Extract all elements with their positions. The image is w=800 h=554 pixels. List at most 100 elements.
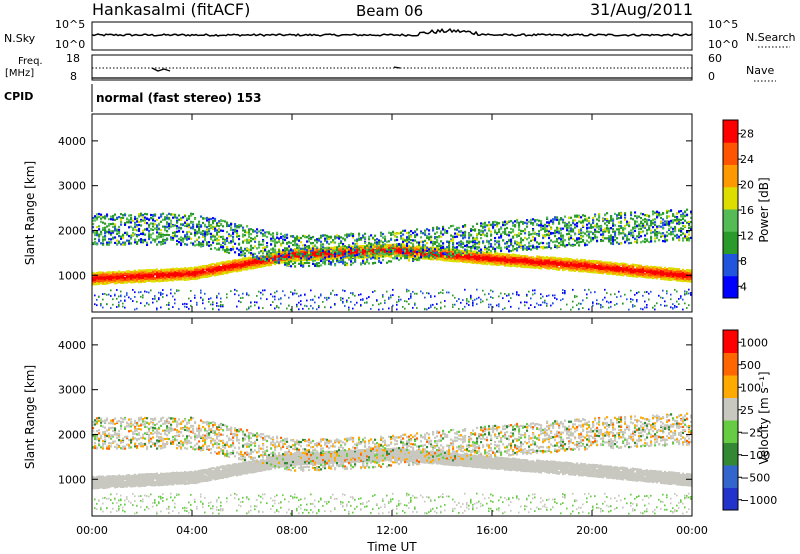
power-cell xyxy=(96,276,98,278)
power-cell xyxy=(150,289,152,291)
station-title: Hankasalmi (fitACF) xyxy=(92,0,250,19)
power-cell xyxy=(142,239,144,241)
power-cell xyxy=(248,236,250,238)
power-cell xyxy=(142,230,144,232)
power-cell xyxy=(328,253,330,255)
power-cell xyxy=(144,222,146,224)
power-cell xyxy=(332,255,334,257)
power-cell xyxy=(204,232,206,234)
power-cell xyxy=(244,248,246,250)
power-cell xyxy=(106,281,108,283)
power-cell xyxy=(268,260,270,262)
nave-tick-bottom: 0 xyxy=(708,70,715,83)
power-cell xyxy=(298,240,300,242)
power-cell xyxy=(198,271,200,273)
power-cell xyxy=(274,242,276,244)
power-cell xyxy=(186,275,188,277)
power-cell xyxy=(342,302,344,304)
power-cell xyxy=(184,243,186,245)
power-cell xyxy=(354,239,356,241)
power-cell xyxy=(356,302,358,304)
power-cell xyxy=(296,251,298,253)
power-cell xyxy=(194,218,196,220)
power-cell xyxy=(342,289,344,291)
power-cell xyxy=(96,304,98,306)
power-cell xyxy=(274,292,276,294)
power-cell xyxy=(134,229,136,231)
power-cell xyxy=(362,250,364,252)
power-cell xyxy=(320,260,322,262)
power-cell xyxy=(288,305,290,307)
power-cell xyxy=(160,307,162,309)
power-cell xyxy=(156,235,158,237)
power-cell xyxy=(230,223,232,225)
power-cell xyxy=(154,220,156,222)
power-cell xyxy=(152,272,154,274)
power-cell xyxy=(330,293,332,295)
power-cell xyxy=(184,222,186,224)
power-cell xyxy=(306,262,308,264)
power-cell xyxy=(332,290,334,292)
power-cell xyxy=(206,231,208,233)
power-cell xyxy=(212,226,214,228)
power-cell xyxy=(312,245,314,247)
power-cell xyxy=(254,253,256,255)
power-cell xyxy=(212,217,214,219)
power-cell xyxy=(242,229,244,231)
power-cell xyxy=(350,301,352,303)
power-cell xyxy=(222,238,224,240)
power-cell xyxy=(286,237,288,239)
power-cell xyxy=(210,297,212,299)
power-cell xyxy=(174,275,176,277)
power-cell xyxy=(232,229,234,231)
power-cell xyxy=(328,256,330,258)
power-cell xyxy=(150,241,152,243)
power-cell xyxy=(350,260,352,262)
power-cell xyxy=(232,268,234,270)
power-cell xyxy=(352,294,354,296)
power-cell xyxy=(166,226,168,228)
power-cell xyxy=(248,264,250,266)
power-cell xyxy=(126,292,128,294)
power-cell xyxy=(124,278,126,280)
power-cell xyxy=(262,256,264,258)
power-cell xyxy=(292,260,294,262)
power-cell xyxy=(282,254,284,256)
power-cell xyxy=(300,257,302,259)
power-cell xyxy=(312,236,314,238)
power-cell xyxy=(176,243,178,245)
power-cell xyxy=(148,269,150,271)
power-cell xyxy=(198,221,200,223)
power-cell xyxy=(268,256,270,258)
power-cell xyxy=(244,230,246,232)
power-cell xyxy=(110,223,112,225)
power-cell xyxy=(104,277,106,279)
power-cell xyxy=(152,302,154,304)
power-cell xyxy=(154,273,156,275)
power-cell xyxy=(256,247,258,249)
power-cell xyxy=(360,293,362,295)
power-cell xyxy=(252,231,254,233)
power-cell xyxy=(344,261,346,263)
power-cell xyxy=(240,224,242,226)
power-cell xyxy=(152,225,154,227)
power-cell xyxy=(346,246,348,248)
power-cell xyxy=(166,272,168,274)
power-cell xyxy=(108,275,110,277)
power-cell xyxy=(124,242,126,244)
power-cell xyxy=(274,249,276,251)
power-cell xyxy=(192,226,194,228)
power-cell xyxy=(226,266,228,268)
power-cell xyxy=(366,251,368,253)
power-cell xyxy=(220,306,222,308)
power-cell xyxy=(214,238,216,240)
power-cell xyxy=(274,258,276,260)
power-cell xyxy=(108,273,110,275)
power-cell xyxy=(186,239,188,241)
power-cell xyxy=(248,257,250,259)
power-cell xyxy=(182,274,184,276)
power-cell xyxy=(350,264,352,266)
power-cell xyxy=(194,240,196,242)
power-cell xyxy=(256,258,258,260)
